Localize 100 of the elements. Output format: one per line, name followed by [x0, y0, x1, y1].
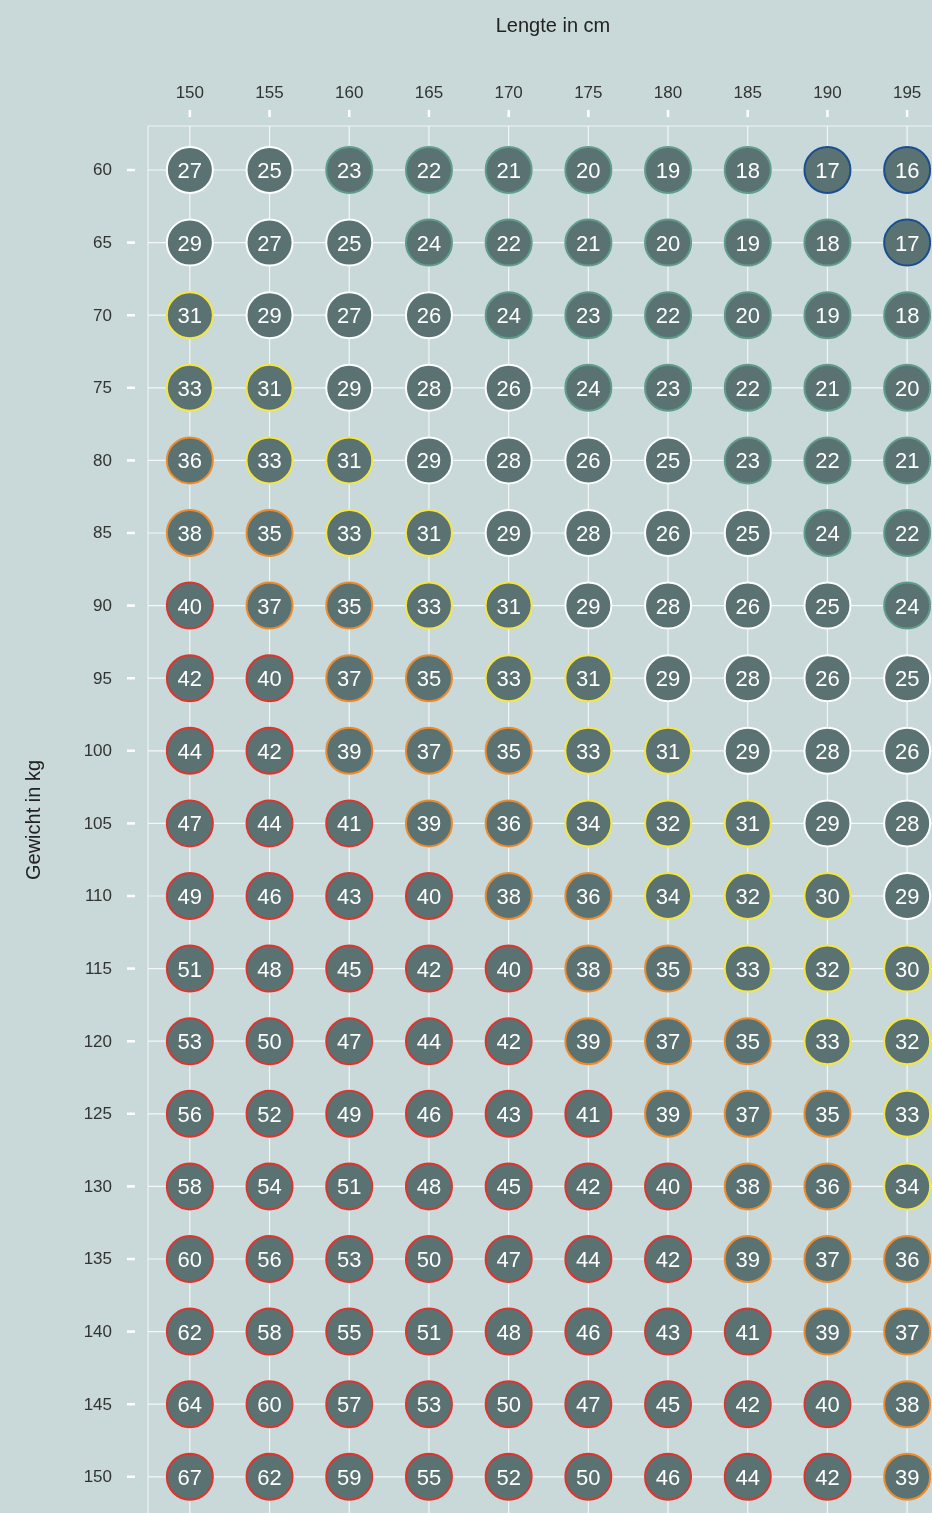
data-label: 43 — [337, 883, 362, 909]
data-label: 34 — [894, 1174, 920, 1200]
data-label: 26 — [416, 303, 442, 329]
data-label: 29 — [894, 883, 920, 909]
data-label: 22 — [815, 448, 840, 474]
data-label: 39 — [576, 1029, 601, 1055]
data-label: 21 — [815, 375, 840, 401]
data-label: 46 — [576, 1319, 601, 1345]
data-label: 52 — [496, 1464, 521, 1490]
data-label: 20 — [894, 375, 920, 401]
data-label: 18 — [735, 157, 760, 183]
data-label: 35 — [655, 956, 681, 982]
data-label: 20 — [735, 303, 760, 329]
data-label: 42 — [735, 1392, 760, 1418]
data-label: 22 — [416, 157, 442, 183]
data-label: 38 — [177, 520, 203, 546]
data-label: 26 — [894, 738, 920, 764]
data-label: 29 — [655, 666, 681, 692]
data-label: 23 — [337, 157, 362, 183]
y-tick-label: 100 — [83, 741, 112, 761]
data-label: 28 — [815, 738, 840, 764]
data-label: 28 — [496, 448, 521, 474]
y-tick-label: 70 — [93, 305, 112, 325]
data-label: 29 — [257, 303, 282, 329]
data-label: 32 — [655, 811, 681, 837]
data-label: 51 — [177, 956, 203, 982]
data-label: 35 — [257, 520, 282, 546]
data-label: 31 — [496, 593, 521, 619]
data-label: 62 — [177, 1319, 203, 1345]
data-label: 58 — [177, 1174, 203, 1200]
data-label: 55 — [416, 1464, 442, 1490]
data-label: 32 — [815, 956, 840, 982]
data-label: 46 — [416, 1101, 442, 1127]
data-label: 24 — [496, 303, 521, 329]
data-label: 42 — [655, 1246, 681, 1272]
data-label: 31 — [735, 811, 760, 837]
data-label: 25 — [257, 157, 282, 183]
data-label: 31 — [655, 738, 681, 764]
data-label: 29 — [177, 230, 203, 256]
data-label: 21 — [894, 448, 920, 474]
data-label: 40 — [815, 1392, 840, 1418]
data-label: 41 — [735, 1319, 760, 1345]
data-label: 46 — [655, 1464, 681, 1490]
y-tick-label: 105 — [83, 813, 112, 833]
data-label: 22 — [894, 520, 920, 546]
data-label: 40 — [257, 666, 282, 692]
data-label: 55 — [337, 1319, 362, 1345]
data-label: 18 — [894, 303, 920, 329]
data-label: 39 — [655, 1101, 681, 1127]
data-label: 51 — [337, 1174, 362, 1200]
y-tick-label: 110 — [84, 886, 112, 906]
data-label: 23 — [655, 375, 681, 401]
x-tick-label: 155 — [255, 83, 284, 102]
data-label: 40 — [177, 593, 203, 619]
y-tick-label: 95 — [93, 668, 112, 688]
y-tick-label: 75 — [93, 378, 112, 398]
y-axis-title: Gewicht in kg — [22, 759, 44, 881]
data-label: 47 — [337, 1029, 362, 1055]
data-label: 29 — [496, 520, 521, 546]
data-label: 24 — [894, 593, 920, 619]
data-label: 53 — [337, 1246, 362, 1272]
x-tick-label: 195 — [892, 83, 922, 102]
x-tick-label: 165 — [414, 83, 444, 102]
data-label: 50 — [416, 1246, 442, 1272]
data-label: 42 — [257, 738, 282, 764]
data-label: 34 — [576, 811, 601, 837]
data-label: 31 — [257, 375, 282, 401]
data-label: 43 — [655, 1319, 681, 1345]
data-label: 22 — [496, 230, 521, 256]
data-label: 29 — [576, 593, 601, 619]
x-tick-label: 190 — [813, 83, 842, 102]
data-label: 36 — [815, 1174, 840, 1200]
data-label: 34 — [655, 883, 681, 909]
data-label: 54 — [257, 1174, 282, 1200]
data-label: 27 — [177, 157, 203, 183]
data-label: 16 — [894, 157, 920, 183]
data-label: 60 — [257, 1392, 282, 1418]
data-label: 33 — [496, 666, 521, 692]
y-tick-label: 80 — [93, 450, 112, 470]
data-label: 20 — [655, 230, 681, 256]
data-label: 27 — [257, 230, 282, 256]
data-label: 35 — [735, 1029, 760, 1055]
data-label: 37 — [735, 1101, 760, 1127]
data-label: 45 — [337, 956, 362, 982]
data-label: 23 — [576, 303, 601, 329]
x-tick-label: 175 — [574, 83, 603, 102]
data-label: 17 — [894, 230, 920, 256]
data-label: 35 — [496, 738, 521, 764]
y-tick-label: 140 — [83, 1322, 112, 1342]
data-label: 28 — [576, 520, 601, 546]
x-axis-title: Lengte in cm — [495, 14, 611, 36]
data-label: 57 — [337, 1392, 362, 1418]
data-label: 50 — [496, 1392, 521, 1418]
data-label: 33 — [257, 448, 282, 474]
data-label: 52 — [257, 1101, 282, 1127]
data-label: 21 — [576, 230, 601, 256]
data-label: 26 — [815, 666, 840, 692]
x-tick-label: 150 — [175, 83, 205, 102]
data-label: 20 — [576, 157, 601, 183]
y-tick-label: 85 — [93, 523, 112, 543]
